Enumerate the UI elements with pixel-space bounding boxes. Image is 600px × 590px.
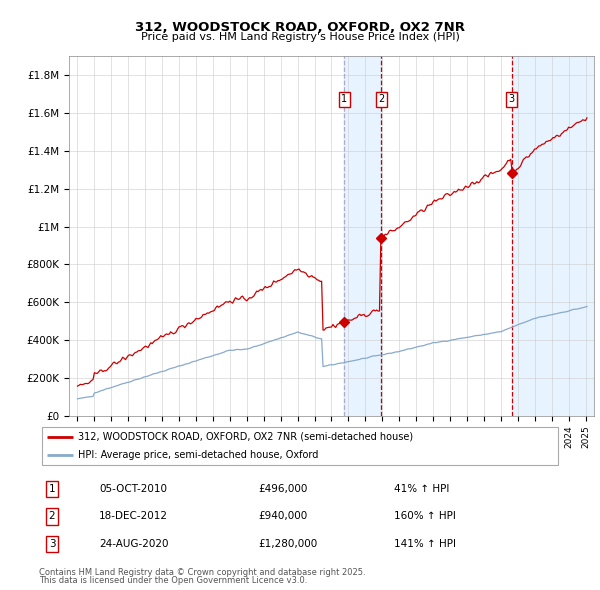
Text: 141% ↑ HPI: 141% ↑ HPI (394, 539, 456, 549)
Text: 2: 2 (49, 512, 55, 522)
Text: 2: 2 (379, 94, 385, 104)
Text: £940,000: £940,000 (258, 512, 307, 522)
Text: This data is licensed under the Open Government Licence v3.0.: This data is licensed under the Open Gov… (39, 576, 307, 585)
Text: Price paid vs. HM Land Registry's House Price Index (HPI): Price paid vs. HM Land Registry's House … (140, 32, 460, 42)
Text: 18-DEC-2012: 18-DEC-2012 (99, 512, 168, 522)
Text: 05-OCT-2010: 05-OCT-2010 (99, 484, 167, 494)
FancyBboxPatch shape (41, 427, 559, 466)
Text: 1: 1 (341, 94, 347, 104)
Text: 1: 1 (49, 484, 55, 494)
Text: 3: 3 (509, 94, 515, 104)
Text: 312, WOODSTOCK ROAD, OXFORD, OX2 7NR (semi-detached house): 312, WOODSTOCK ROAD, OXFORD, OX2 7NR (se… (78, 432, 413, 442)
Text: 41% ↑ HPI: 41% ↑ HPI (394, 484, 449, 494)
Bar (344, 56, 382, 416)
Text: 312, WOODSTOCK ROAD, OXFORD, OX2 7NR: 312, WOODSTOCK ROAD, OXFORD, OX2 7NR (135, 21, 465, 34)
Bar (512, 56, 594, 416)
Text: 24-AUG-2020: 24-AUG-2020 (99, 539, 169, 549)
Text: £1,280,000: £1,280,000 (258, 539, 317, 549)
Text: Contains HM Land Registry data © Crown copyright and database right 2025.: Contains HM Land Registry data © Crown c… (39, 568, 365, 576)
Text: HPI: Average price, semi-detached house, Oxford: HPI: Average price, semi-detached house,… (78, 450, 319, 460)
Text: £496,000: £496,000 (258, 484, 308, 494)
Text: 3: 3 (49, 539, 55, 549)
Text: 160% ↑ HPI: 160% ↑ HPI (394, 512, 456, 522)
